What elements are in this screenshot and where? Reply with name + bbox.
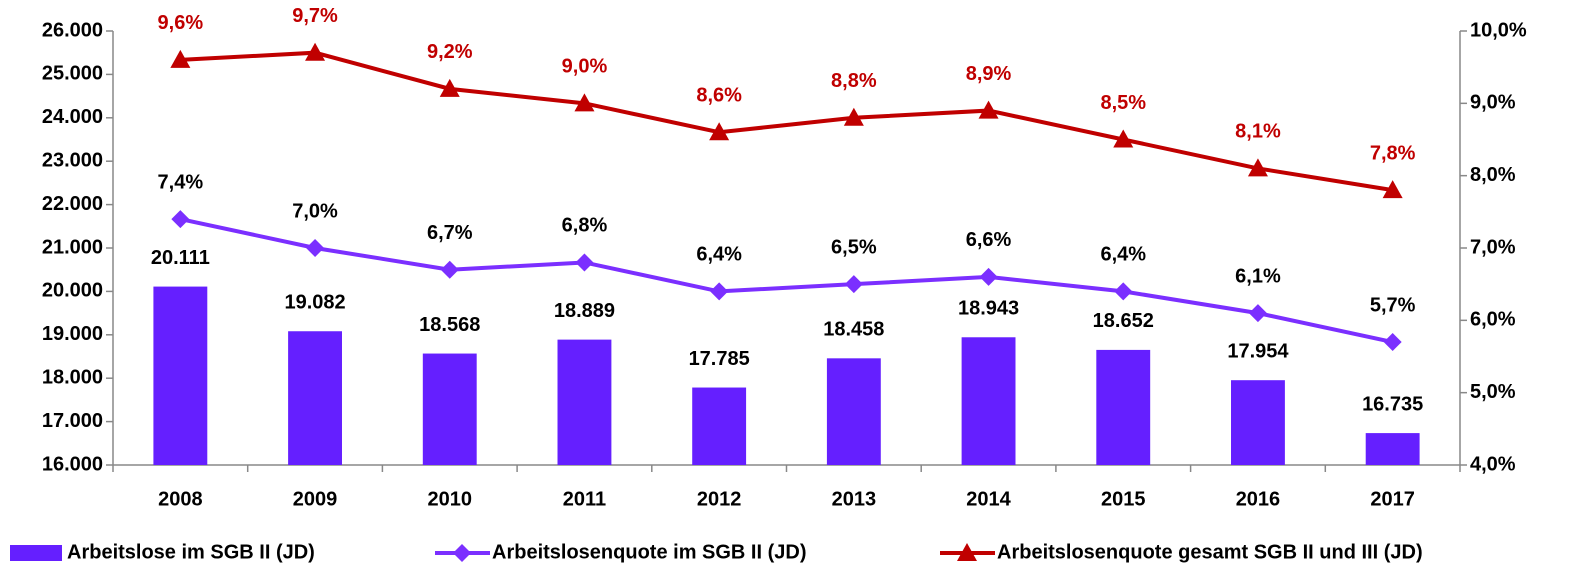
- legend-label: Arbeitslose im SGB II (JD): [67, 541, 315, 563]
- bar: [557, 339, 612, 465]
- point-label: 8,9%: [966, 63, 1012, 85]
- point-label: 6,1%: [1235, 265, 1281, 287]
- y-tick-label: 24.000: [42, 106, 103, 128]
- point: [1382, 180, 1403, 199]
- bar-label: 18.458: [823, 319, 884, 341]
- point: [978, 100, 999, 119]
- point-label: 8,5%: [1100, 92, 1146, 114]
- bar-label: 18.568: [419, 314, 480, 336]
- point: [440, 260, 459, 279]
- legend-marker: [453, 544, 471, 562]
- point-label: 9,7%: [292, 5, 338, 27]
- legend-label: Arbeitslosenquote gesamt SGB II und III …: [997, 541, 1423, 563]
- y-tick-label: 19.000: [42, 323, 103, 345]
- point-label: 6,6%: [966, 229, 1012, 251]
- y2-tick-label: 8,0%: [1470, 164, 1516, 186]
- point: [1383, 333, 1402, 352]
- point-label: 7,8%: [1370, 142, 1416, 164]
- x-tick-label: 2008: [158, 488, 203, 510]
- line: [180, 50, 1393, 193]
- point: [710, 282, 729, 301]
- bar: [1365, 433, 1420, 465]
- bar: [1231, 380, 1285, 465]
- point: [1114, 282, 1133, 301]
- y2-tick-label: 6,0%: [1470, 309, 1516, 331]
- point: [1248, 304, 1267, 323]
- point: [439, 78, 460, 97]
- bar: [153, 286, 208, 465]
- y-tick-label: 22.000: [42, 193, 103, 215]
- x-tick-label: 2011: [563, 488, 606, 510]
- point-label: 7,4%: [158, 171, 204, 193]
- x-tick-label: 2010: [428, 488, 473, 510]
- point-label: 7,0%: [292, 200, 338, 222]
- point-label: 6,8%: [562, 215, 608, 237]
- point: [979, 267, 998, 286]
- y-tick-label: 23.000: [42, 149, 103, 171]
- point-label: 9,0%: [562, 56, 608, 78]
- point-label: 6,5%: [831, 236, 877, 258]
- bar: [692, 387, 747, 465]
- point-label: 6,4%: [1100, 244, 1146, 266]
- bar-label: 18.943: [958, 298, 1019, 320]
- point-label: 8,8%: [831, 70, 877, 92]
- point-label: 8,6%: [696, 85, 742, 107]
- y2-tick-label: 4,0%: [1470, 453, 1516, 475]
- bar-label: 18.889: [554, 300, 615, 322]
- x-tick-label: 2016: [1236, 488, 1281, 510]
- bar-label: 20.111: [151, 247, 210, 269]
- point: [1247, 158, 1268, 177]
- y-tick-label: 26.000: [42, 19, 103, 41]
- point-label: 5,7%: [1370, 294, 1416, 316]
- point: [305, 42, 326, 61]
- x-tick-label: 2009: [293, 488, 338, 510]
- y-tick-label: 18.000: [42, 366, 103, 388]
- y2-tick-label: 9,0%: [1470, 92, 1516, 114]
- point: [843, 107, 864, 126]
- x-tick-label: 2013: [832, 488, 877, 510]
- bar-label: 16.735: [1362, 393, 1423, 415]
- x-tick-label: 2012: [697, 488, 742, 510]
- point: [171, 210, 190, 229]
- bar: [1096, 349, 1151, 465]
- bar-label: 19.082: [284, 292, 345, 314]
- y-tick-label: 21.000: [42, 236, 103, 258]
- bar-label: 17.954: [1227, 340, 1289, 362]
- point: [709, 122, 730, 141]
- y-tick-label: 20.000: [42, 280, 103, 302]
- line: [179, 217, 1394, 344]
- point-label: 8,1%: [1235, 121, 1281, 143]
- point-label: 6,4%: [696, 244, 742, 266]
- y-tick-label: 25.000: [42, 63, 103, 85]
- bar: [422, 353, 477, 465]
- point: [170, 49, 191, 68]
- legend-marker: [957, 543, 977, 561]
- x-tick-label: 2014: [966, 488, 1011, 510]
- point: [844, 275, 863, 294]
- point-label: 9,2%: [427, 41, 473, 63]
- bar-label: 17.785: [689, 348, 750, 370]
- point: [574, 93, 595, 112]
- y2-tick-label: 7,0%: [1470, 236, 1516, 258]
- point-label: 6,7%: [427, 222, 473, 244]
- y2-tick-label: 5,0%: [1470, 381, 1516, 403]
- y2-tick-label: 10,0%: [1470, 19, 1527, 41]
- legend-label: Arbeitslosenquote im SGB II (JD): [492, 541, 806, 563]
- x-tick-label: 2017: [1370, 488, 1415, 510]
- legend-swatch: [10, 545, 62, 561]
- y-tick-label: 17.000: [42, 410, 103, 432]
- y-tick-label: 16.000: [42, 453, 103, 475]
- point: [575, 253, 594, 272]
- point: [1113, 129, 1134, 148]
- bar: [826, 358, 881, 465]
- bar-label: 18.652: [1093, 310, 1154, 332]
- bar: [961, 337, 1016, 465]
- point: [306, 239, 325, 257]
- bar: [288, 331, 342, 465]
- x-tick-label: 2015: [1101, 488, 1146, 510]
- point-label: 9,6%: [158, 12, 204, 34]
